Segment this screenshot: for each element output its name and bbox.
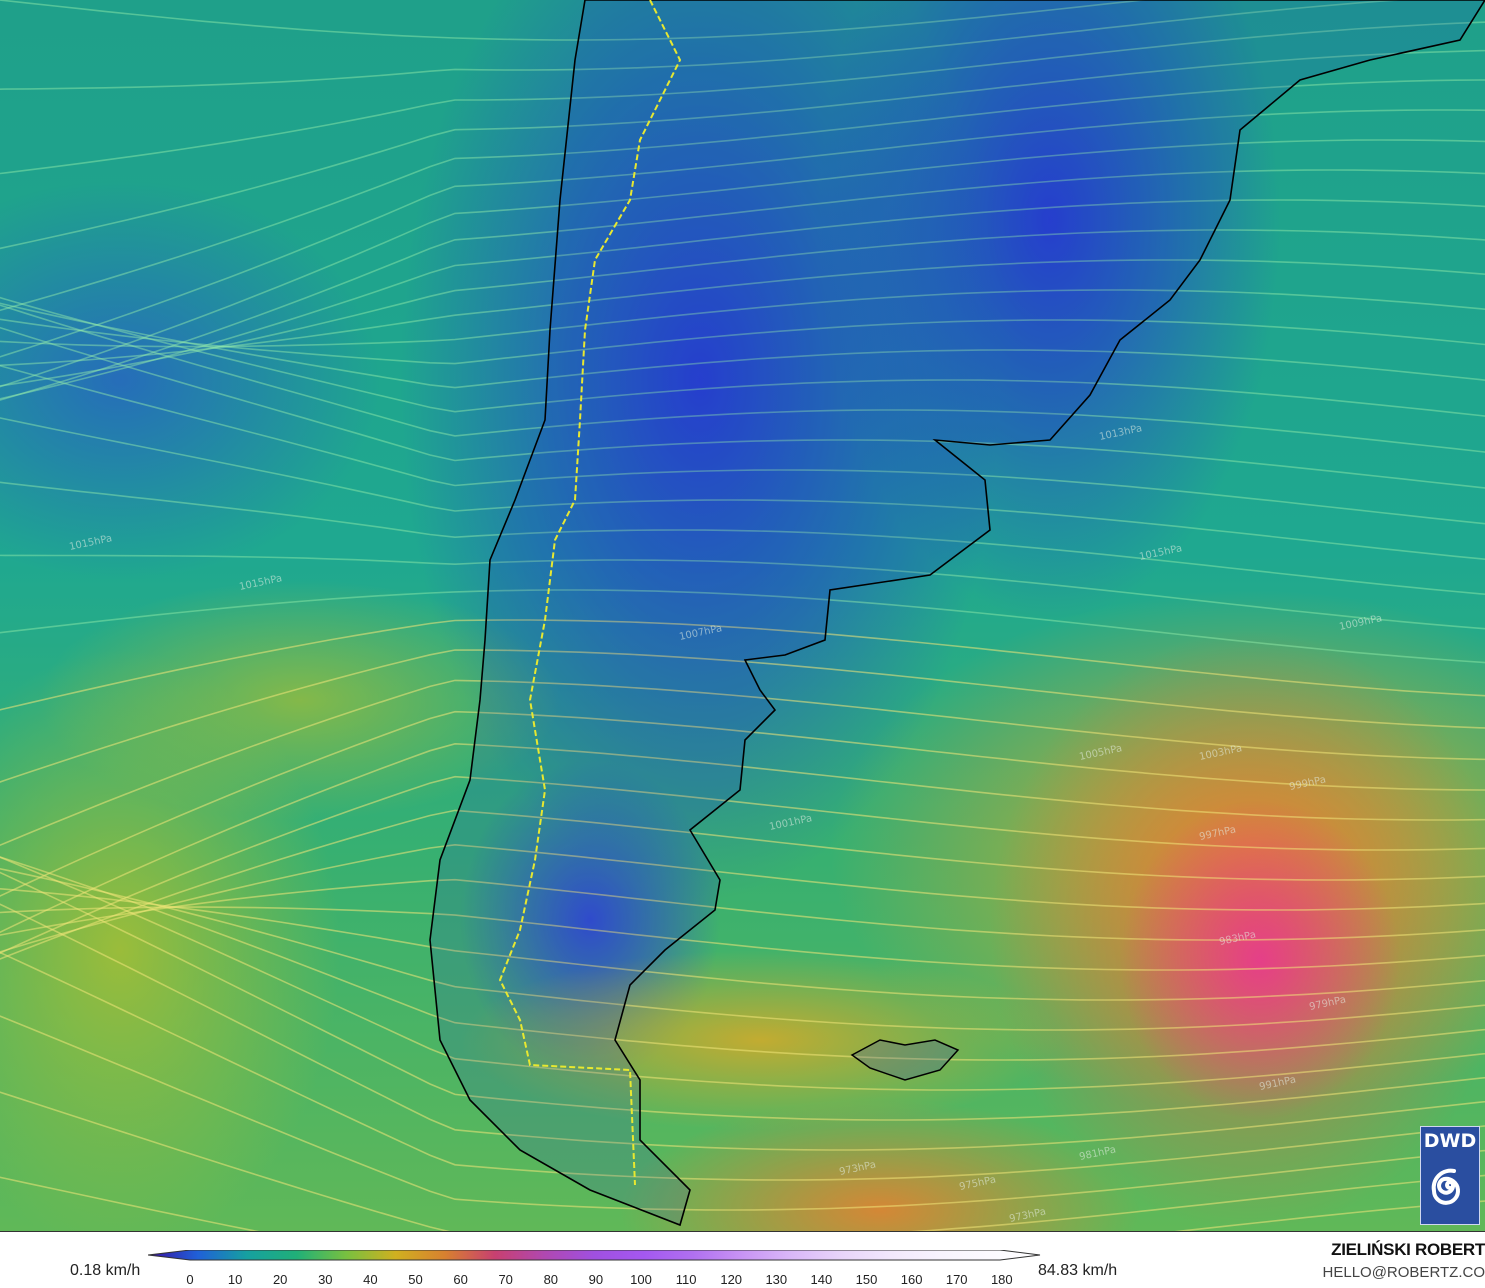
streamline bbox=[0, 775, 1485, 954]
map-overlay: 1015hPa1015hPa1013hPa1015hPa1007hPa1009h… bbox=[0, 0, 1485, 1231]
streamline bbox=[0, 364, 1485, 525]
streamline bbox=[0, 589, 1485, 664]
colorbar-tick: 140 bbox=[810, 1272, 833, 1287]
pressure-label: 1003hPa bbox=[1198, 743, 1243, 763]
streamline bbox=[0, 0, 1150, 41]
spiral-icon bbox=[1431, 1168, 1460, 1205]
streamline bbox=[0, 139, 1485, 388]
streamline bbox=[0, 903, 1485, 1151]
colorbar bbox=[148, 1250, 1041, 1261]
colorbar-tick: 170 bbox=[945, 1272, 968, 1287]
streamline bbox=[0, 554, 1485, 630]
streamline bbox=[0, 289, 1485, 348]
streamline bbox=[0, 878, 1485, 941]
streamline bbox=[0, 49, 1485, 250]
pressure-label: 983hPa bbox=[1218, 929, 1257, 947]
streamline bbox=[0, 1015, 1485, 1211]
max-value-label: 84.83 km/h bbox=[1038, 1262, 1118, 1279]
dwd-logo-text: DWD bbox=[1423, 1130, 1477, 1152]
pressure-label: 1015hPa bbox=[238, 573, 283, 593]
colorbar-tick: 130 bbox=[765, 1272, 788, 1287]
colorbar-tick: 80 bbox=[543, 1272, 559, 1287]
colorbar-tick: 40 bbox=[363, 1272, 378, 1287]
streamline bbox=[0, 0, 1408, 90]
streamline bbox=[0, 326, 1485, 489]
colorbar-tick: 160 bbox=[900, 1272, 923, 1287]
streamline bbox=[0, 951, 1485, 1181]
andes-border bbox=[498, 0, 682, 1186]
streamline bbox=[0, 1091, 1485, 1231]
pressure-label: 973hPa bbox=[838, 1159, 877, 1177]
streamline bbox=[0, 887, 1485, 1001]
colorbar-tick: 10 bbox=[227, 1272, 243, 1287]
wind-speed-map: 1015hPa 1015hPa 1013hPa 1015hPa 1007hPa 1009h… bbox=[0, 0, 1485, 1231]
colorbar-tick: 0 bbox=[186, 1272, 194, 1287]
streamline bbox=[0, 302, 1485, 389]
streamline bbox=[0, 199, 1485, 400]
streamline bbox=[0, 481, 1485, 596]
pressure-label: 999hPa bbox=[1288, 774, 1327, 792]
streamline bbox=[0, 619, 1485, 711]
pressure-label: 991hPa bbox=[1258, 1074, 1297, 1092]
streamlines bbox=[0, 0, 1485, 1231]
colorbar-tick: 110 bbox=[675, 1272, 697, 1287]
pressure-label: 997hPa bbox=[1198, 824, 1237, 842]
streamline bbox=[0, 1176, 1485, 1231]
streamline bbox=[0, 259, 1485, 367]
falkland-islands bbox=[850, 1039, 960, 1081]
pressure-label: 981hPa bbox=[1078, 1144, 1117, 1162]
streamline bbox=[0, 867, 1485, 1031]
streamline bbox=[0, 296, 1485, 417]
author-email: HELLO@ROBERTZ.CO bbox=[1322, 1264, 1485, 1281]
streamline bbox=[0, 679, 1485, 847]
landmass-outline bbox=[429, 0, 1485, 1227]
pressure-label: 1013hPa bbox=[1098, 423, 1143, 443]
pressure-label: 1005hPa bbox=[1078, 743, 1123, 763]
streamline bbox=[0, 304, 1485, 453]
streamline bbox=[0, 229, 1485, 387]
streamline bbox=[0, 809, 1485, 960]
streamline bbox=[0, 169, 1485, 401]
streamline bbox=[0, 710, 1485, 897]
colorbar-tick: 50 bbox=[408, 1272, 423, 1287]
streamline bbox=[0, 109, 1485, 358]
colorbar-tick: 150 bbox=[855, 1272, 878, 1287]
pressure-label: 979hPa bbox=[1308, 994, 1347, 1012]
pressure-label: 1015hPa bbox=[68, 533, 113, 553]
pressure-label: 975hPa bbox=[958, 1174, 997, 1192]
streamline bbox=[0, 742, 1485, 934]
author-name: ZIELIŃSKI ROBERT bbox=[1331, 1240, 1485, 1259]
streamline bbox=[0, 79, 1485, 312]
colorbar-tick: 90 bbox=[588, 1272, 604, 1287]
streamline bbox=[0, 21, 1485, 175]
colorbar-tick: 70 bbox=[498, 1272, 513, 1287]
streamline bbox=[0, 871, 1485, 1121]
colorbar-tick: 180 bbox=[990, 1272, 1013, 1287]
pressure-label: 1001hPa bbox=[768, 813, 813, 833]
colorbar-tick: 100 bbox=[630, 1272, 652, 1287]
min-value-label: 0.18 km/h bbox=[70, 1262, 141, 1279]
dwd-logo: DWD bbox=[1420, 1126, 1480, 1225]
colorbar-tick: 120 bbox=[720, 1272, 743, 1287]
streamline bbox=[0, 856, 1485, 1091]
colorbar-tick: 20 bbox=[272, 1272, 288, 1287]
streamline bbox=[0, 649, 1485, 783]
streamline bbox=[0, 843, 1485, 953]
streamline bbox=[0, 906, 1485, 971]
streamline bbox=[0, 318, 1485, 365]
streamline bbox=[0, 856, 1485, 1061]
colorbar-tick: 30 bbox=[318, 1272, 333, 1287]
colorbar-legend: 0.18 km/h 0 10 20 30 40 50 60 70 80 90 100 110 120 13… bbox=[0, 1231, 1485, 1288]
streamline bbox=[0, 417, 1485, 560]
colorbar-tick: 60 bbox=[453, 1272, 468, 1287]
